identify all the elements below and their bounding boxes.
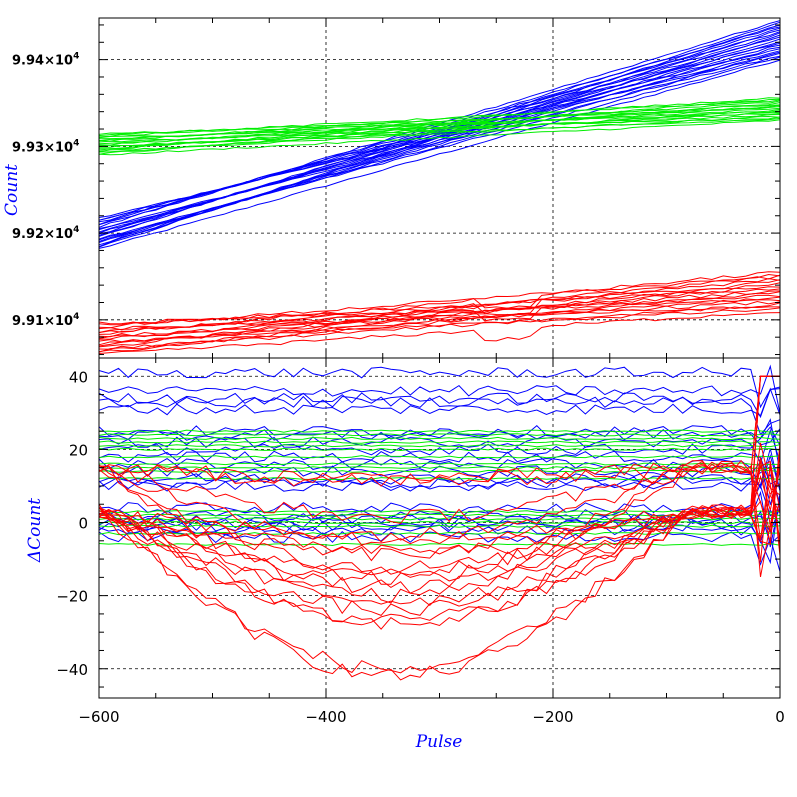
series-line (98, 473, 781, 514)
y-tick-label: 9.94×104 (12, 52, 79, 69)
series-line (98, 102, 781, 155)
series-line (98, 425, 781, 446)
x-axis-title: Pulse (415, 732, 463, 752)
series-line (98, 395, 781, 436)
y-tick-label: 0 (78, 515, 88, 533)
y-tick-label: 20 (69, 441, 88, 459)
series-line (98, 447, 781, 452)
series-line (98, 386, 781, 419)
series-line (98, 445, 781, 555)
series-line (98, 114, 781, 143)
series-line (98, 460, 781, 630)
series-line (98, 436, 781, 441)
series-line (98, 462, 780, 466)
series-line (98, 119, 781, 156)
series-line (98, 460, 781, 577)
top-panel-series (98, 20, 781, 354)
x-tick-label: −600 (78, 708, 119, 726)
y-tick-label: 9.93×104 (12, 138, 79, 155)
series-line (98, 296, 781, 346)
series-line (98, 455, 781, 459)
y-tick-label: −40 (56, 661, 88, 679)
series-line (98, 98, 781, 151)
series-line (98, 465, 781, 506)
series-line (98, 442, 781, 543)
series-line (98, 444, 781, 448)
series-line (98, 461, 781, 563)
series-line (98, 46, 781, 242)
x-tick-label: −200 (532, 708, 573, 726)
bottom-panel-frame (98, 357, 781, 699)
x-tick-label: −400 (305, 708, 346, 726)
series-line (98, 302, 781, 350)
x-tick-label: 0 (775, 708, 785, 726)
series-line (98, 291, 781, 353)
series-line (98, 464, 781, 674)
series-line (98, 428, 781, 465)
series-line (98, 59, 781, 249)
bottom-panel-series (98, 364, 781, 681)
series-line (99, 375, 780, 487)
series-line (98, 375, 780, 604)
axis-ticks (98, 18, 781, 698)
top-panel-grid (99, 18, 780, 358)
y-tick-label: 9.92×104 (12, 225, 79, 242)
y-tick-label: −20 (56, 588, 88, 606)
series-line (98, 375, 780, 594)
series-line (98, 274, 781, 330)
series-line (98, 440, 781, 444)
series-line (98, 433, 781, 437)
series-line (98, 24, 781, 248)
series-line (98, 41, 781, 243)
series-line (98, 366, 781, 409)
series-line (98, 364, 781, 414)
series-line (98, 271, 781, 335)
axis-tick-labels: 9.91×1049.92×1049.93×1049.94×104−40−2002… (12, 52, 785, 726)
series-line (98, 459, 781, 578)
bottom-panel-grid (99, 358, 780, 698)
series-line (98, 442, 781, 562)
series-line (98, 97, 781, 142)
series-line (98, 429, 781, 433)
series-line (98, 282, 781, 334)
series-line (98, 26, 781, 226)
series-line (98, 375, 780, 616)
series-line (98, 517, 781, 521)
series-line (98, 387, 781, 417)
series-line (98, 312, 781, 354)
series-line (98, 509, 781, 514)
series-line (98, 273, 781, 348)
series-line (98, 418, 781, 473)
series-line (98, 100, 781, 146)
series-line (98, 463, 781, 681)
bottom-y-axis-title: ΔCount (25, 498, 45, 563)
y-tick-label: 9.91×104 (12, 312, 79, 329)
y-tick-label: 40 (69, 368, 88, 386)
series-line (98, 469, 781, 473)
series-line (98, 453, 781, 546)
series-line (98, 279, 781, 353)
series-line (98, 477, 781, 481)
series-line (98, 426, 781, 446)
top-y-axis-title: Count (2, 164, 22, 216)
series-line (98, 531, 781, 572)
series-line (98, 454, 781, 491)
series-line (98, 278, 781, 340)
